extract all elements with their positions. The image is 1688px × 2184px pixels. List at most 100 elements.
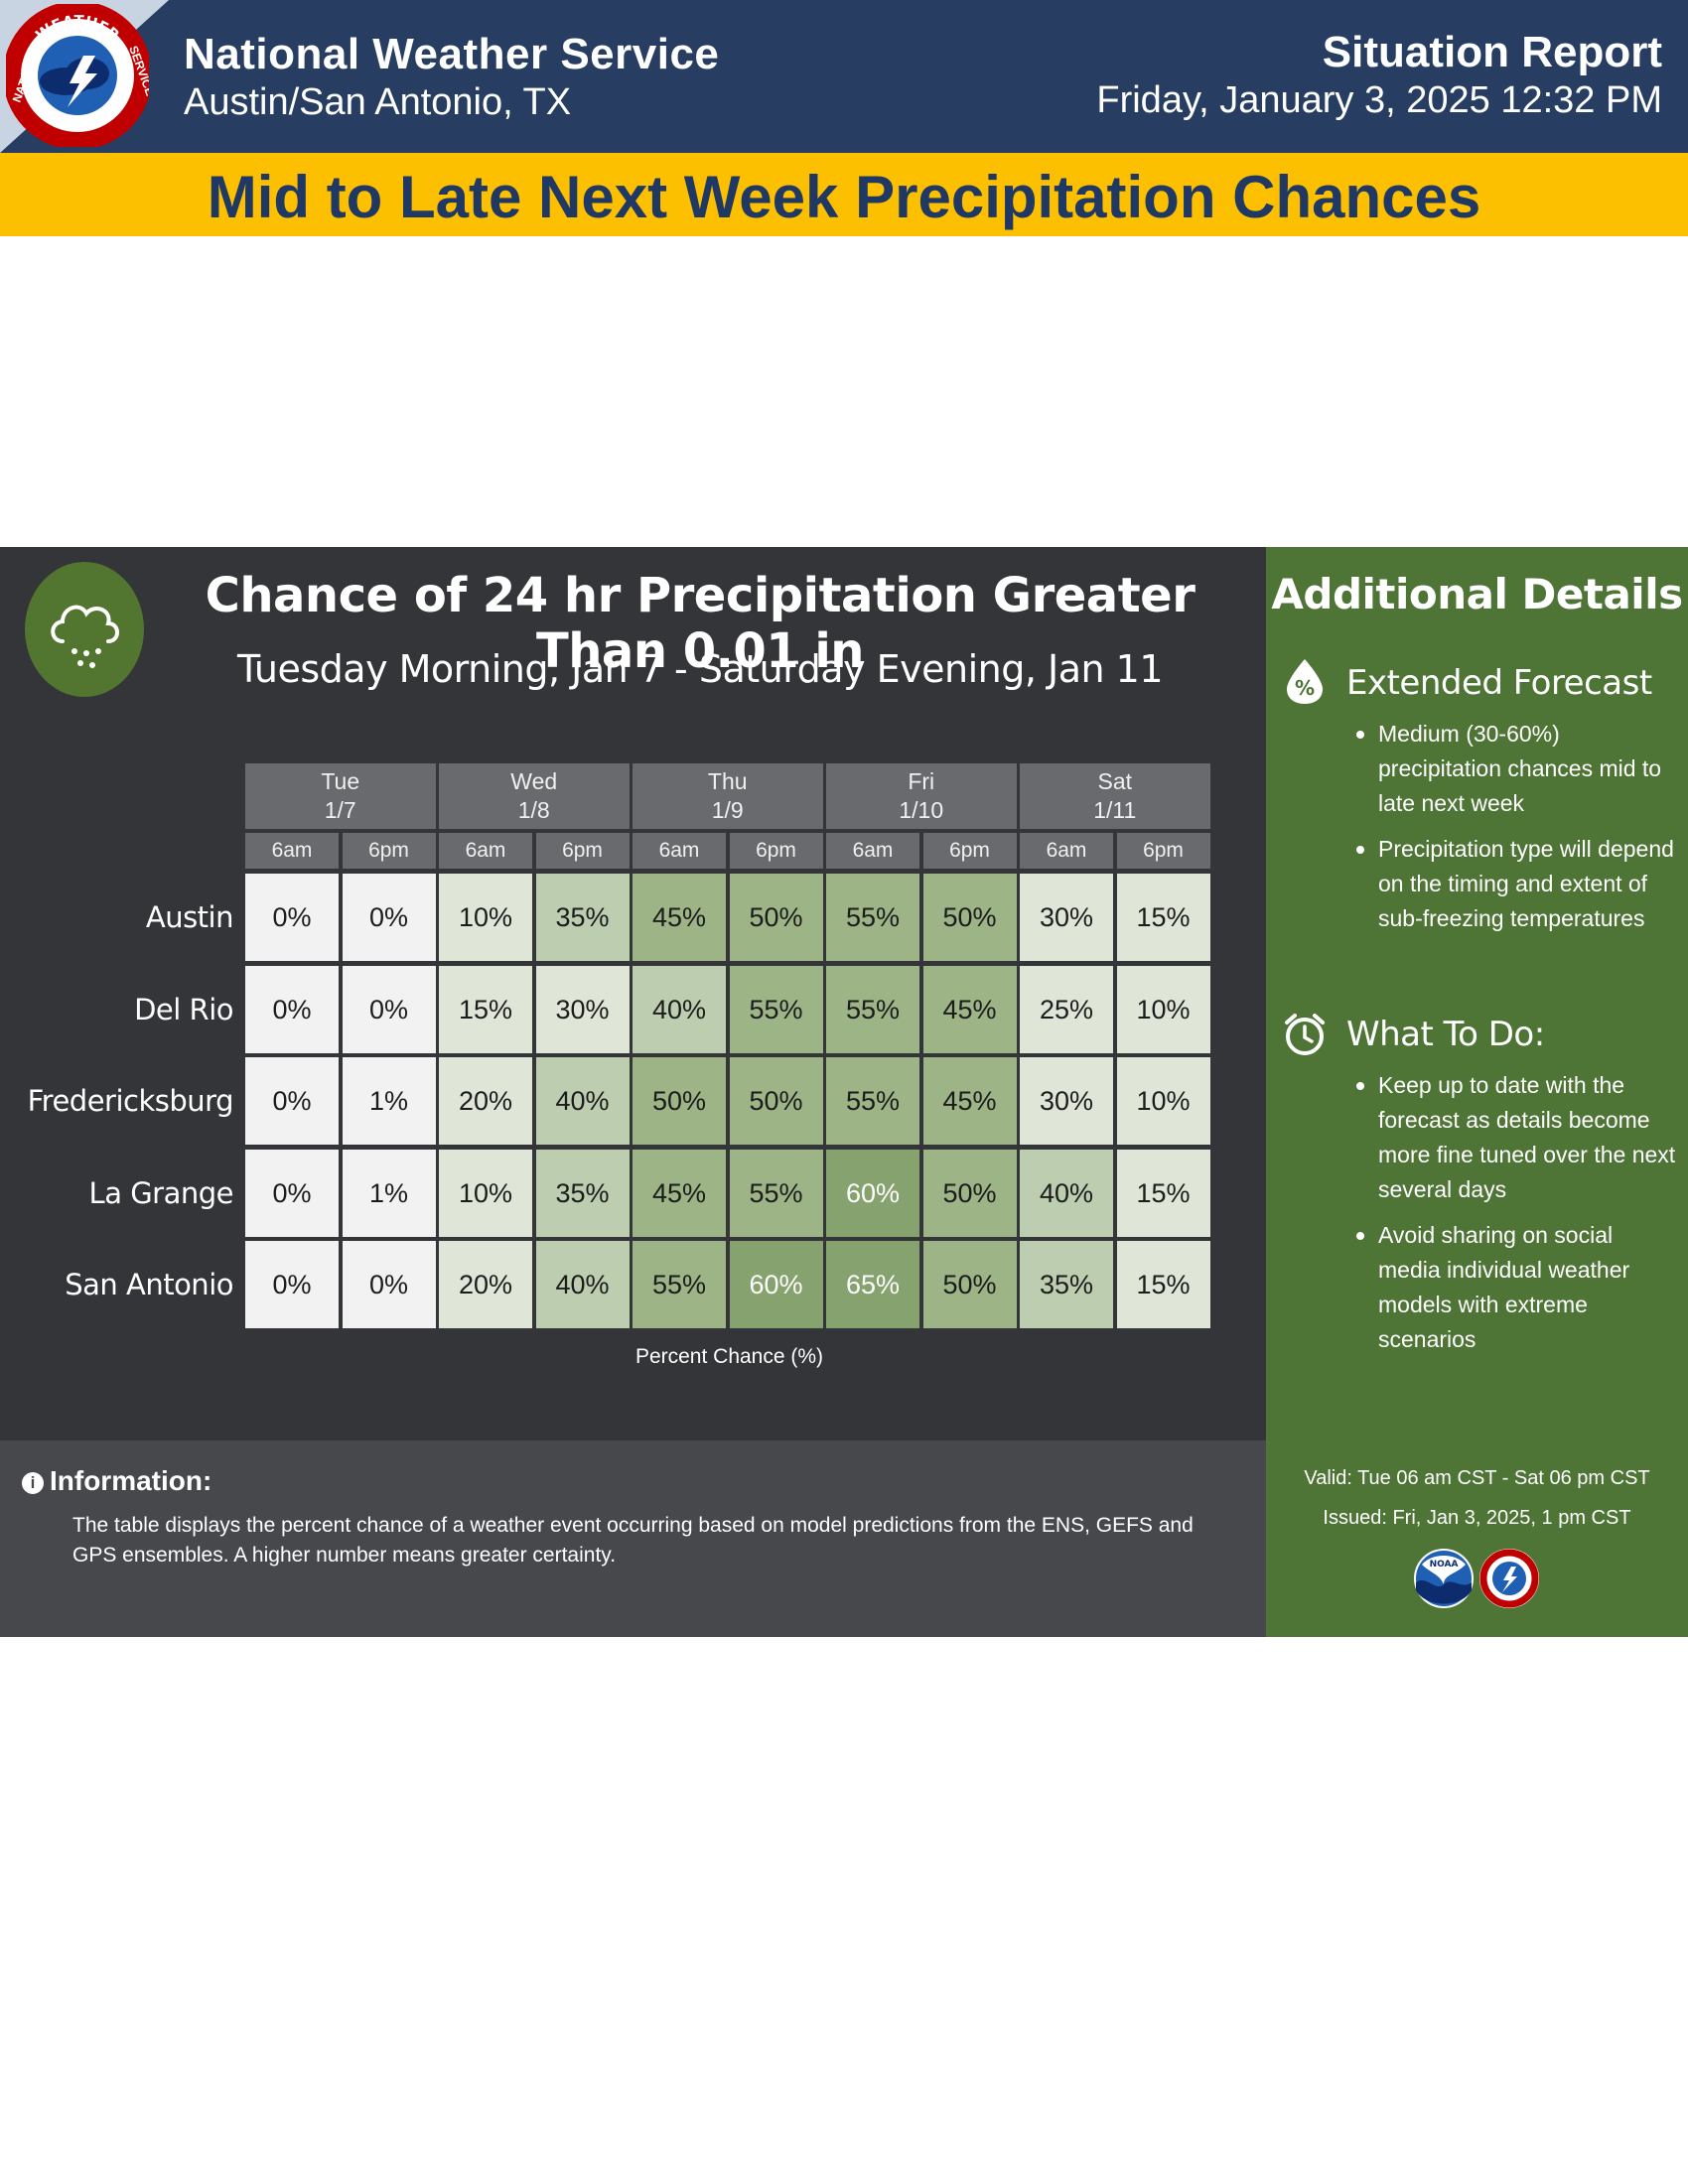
table-cell: 0% xyxy=(342,965,436,1053)
noaa-logo-icon: NOAA xyxy=(1414,1549,1474,1608)
table-cell: 40% xyxy=(535,1241,630,1328)
list-item: Keep up to date with the forecast as det… xyxy=(1356,1068,1676,1207)
day-date: 1/7 xyxy=(324,797,356,823)
time-header: 6am xyxy=(245,833,339,869)
information-panel xyxy=(0,1440,1266,1637)
table-cell: 20% xyxy=(439,1057,532,1145)
table-cell: 60% xyxy=(729,1241,823,1328)
table-cell: 55% xyxy=(729,1149,823,1237)
section-title-what-to-do: What To Do: xyxy=(1346,1015,1545,1054)
day-name: Fri xyxy=(908,768,935,794)
nws-small-logo-icon xyxy=(1479,1549,1539,1608)
info-icon: i xyxy=(22,1472,44,1494)
table-cell: 55% xyxy=(729,965,823,1053)
day-date: 1/11 xyxy=(1093,797,1137,823)
time-header: 6am xyxy=(1020,833,1113,869)
table-cell: 35% xyxy=(535,874,630,961)
table-cell: 0% xyxy=(245,1057,339,1145)
table-cell: 55% xyxy=(826,965,919,1053)
graphic-title: Chance of 24 hr Precipitation Greater Th… xyxy=(205,568,1196,679)
table-cell: 0% xyxy=(342,874,436,961)
extended-forecast-bullets: Medium (30-60%) precipitation chances mi… xyxy=(1356,717,1676,947)
table-cell: 0% xyxy=(342,1241,436,1328)
day-header-wed: Wed 1/8 xyxy=(439,763,630,829)
information-heading: i Information: xyxy=(22,1465,211,1497)
time-header: 6pm xyxy=(922,833,1017,869)
graphic-subtitle: Tuesday Morning, Jan 7 - Saturday Evenin… xyxy=(236,647,1164,691)
information-title: Information: xyxy=(50,1465,212,1496)
table-unit-label: Percent Chance (%) xyxy=(634,1345,824,1368)
table-cell: 45% xyxy=(922,1057,1017,1145)
day-date: 1/8 xyxy=(517,797,550,823)
valid-period: Valid: Tue 06 am CST - Sat 06 pm CST xyxy=(1304,1467,1650,1489)
table-cell: 15% xyxy=(1116,874,1210,961)
row-label-location: Fredericksburg xyxy=(27,1084,234,1118)
office-location: Austin/San Antonio, TX xyxy=(184,81,572,123)
table-cell: 40% xyxy=(633,965,726,1053)
table-cell: 10% xyxy=(439,874,532,961)
table-cell: 30% xyxy=(535,965,630,1053)
row-label-location: La Grange xyxy=(88,1175,234,1210)
section-title-extended-forecast: Extended Forecast xyxy=(1346,663,1652,703)
row-label-location: San Antonio xyxy=(65,1268,233,1301)
table-cell: 30% xyxy=(1020,874,1113,961)
day-name: Tue xyxy=(321,768,360,794)
table-cell: 40% xyxy=(1020,1149,1113,1237)
nws-logo-icon: WEATHER NATIONAL SERVICE xyxy=(6,4,149,147)
table-cell: 40% xyxy=(535,1057,630,1145)
table-cell: 15% xyxy=(1116,1241,1210,1328)
additional-details-panel xyxy=(1266,547,1688,1637)
table-cell: 50% xyxy=(633,1057,726,1145)
time-header: 6pm xyxy=(342,833,436,869)
org-name: National Weather Service xyxy=(184,30,720,78)
day-header-tue: Tue 1/7 xyxy=(245,763,436,829)
time-header: 6pm xyxy=(1116,833,1210,869)
table-cell: 0% xyxy=(245,965,339,1053)
issued-time: Issued: Fri, Jan 3, 2025, 1 pm CST xyxy=(1323,1507,1631,1529)
day-header-sat: Sat 1/11 xyxy=(1020,763,1210,829)
table-cell: 15% xyxy=(439,965,532,1053)
time-header: 6am xyxy=(633,833,726,869)
table-cell: 1% xyxy=(342,1149,436,1237)
day-date: 1/10 xyxy=(899,797,944,823)
table-cell: 10% xyxy=(439,1149,532,1237)
row-label-location: Del Rio xyxy=(134,992,233,1026)
alarm-clock-icon xyxy=(1285,1014,1325,1055)
table-cell: 25% xyxy=(1020,965,1113,1053)
table-cell: 10% xyxy=(1116,1057,1210,1145)
time-header: 6pm xyxy=(729,833,823,869)
table-cell: 10% xyxy=(1116,965,1210,1053)
table-cell: 0% xyxy=(245,1149,339,1237)
table-cell: 60% xyxy=(826,1149,919,1237)
information-body: The table displays the percent chance of… xyxy=(72,1514,1194,1567)
table-cell: 0% xyxy=(245,874,339,961)
what-to-do-bullets: Keep up to date with the forecast as det… xyxy=(1356,1068,1676,1368)
table-cell: 50% xyxy=(729,874,823,961)
table-cell: 50% xyxy=(729,1057,823,1145)
time-header: 6am xyxy=(439,833,532,869)
cloud-rain-icon xyxy=(51,605,119,668)
table-cell: 45% xyxy=(633,1149,726,1237)
headline-banner: Mid to Late Next Week Precipitation Chan… xyxy=(0,153,1688,236)
table-cell: 0% xyxy=(245,1241,339,1328)
report-title: Situation Report xyxy=(1322,28,1662,76)
svg-text:%: % xyxy=(1295,676,1315,700)
report-header: WEATHER NATIONAL SERVICE National Weathe… xyxy=(0,0,1688,153)
day-date: 1/9 xyxy=(711,797,744,823)
day-name: Thu xyxy=(707,768,748,794)
table-cell: 35% xyxy=(1020,1241,1113,1328)
day-header-fri: Fri 1/10 xyxy=(826,763,1017,829)
table-cell: 1% xyxy=(342,1057,436,1145)
table-cell: 15% xyxy=(1116,1149,1210,1237)
table-cell: 30% xyxy=(1020,1057,1113,1145)
day-name: Sat xyxy=(1097,768,1133,794)
table-cell: 55% xyxy=(826,1057,919,1145)
rain-icon-badge xyxy=(25,562,144,697)
table-cell: 45% xyxy=(633,874,726,961)
day-header-thu: Thu 1/9 xyxy=(633,763,823,829)
table-cell: 55% xyxy=(826,874,919,961)
table-cell: 50% xyxy=(922,874,1017,961)
table-cell: 20% xyxy=(439,1241,532,1328)
table-cell: 55% xyxy=(633,1241,726,1328)
table-cell: 65% xyxy=(826,1241,919,1328)
